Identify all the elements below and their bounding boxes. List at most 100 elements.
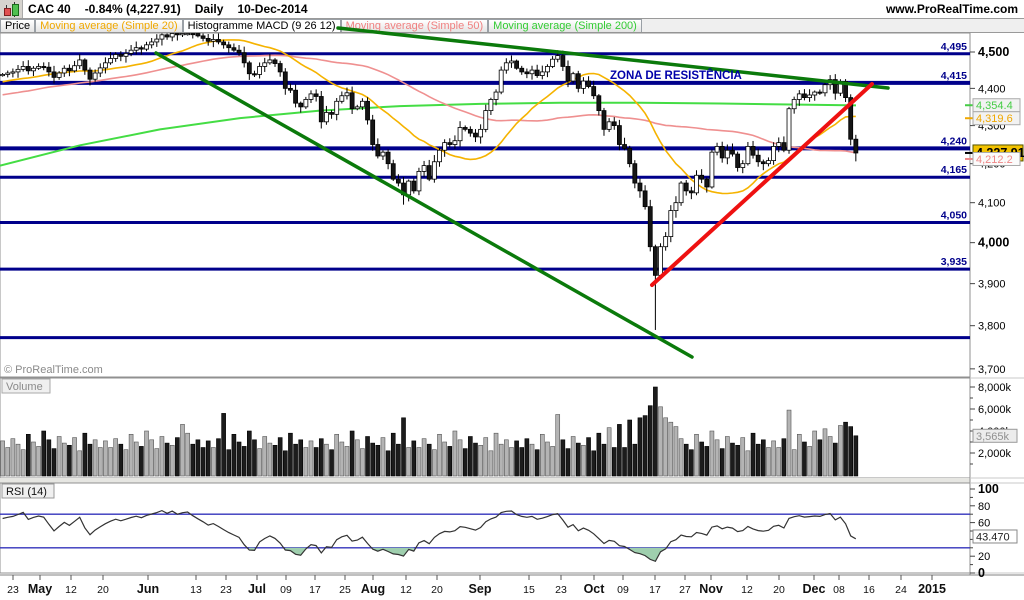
candle-down bbox=[195, 33, 201, 37]
tab-moving-average-simple-200[interactable]: Moving average (Simple 200) bbox=[488, 19, 642, 32]
candle-up bbox=[10, 71, 16, 74]
candle-up bbox=[257, 66, 263, 75]
date-label: 23 bbox=[220, 584, 232, 596]
descending-green-trendline[interactable] bbox=[154, 51, 694, 359]
volume-bar bbox=[735, 444, 740, 477]
volume-label-text: Volume bbox=[6, 381, 43, 393]
volume-bar bbox=[56, 436, 62, 477]
volume-bar bbox=[396, 443, 401, 477]
candle-down bbox=[534, 69, 540, 76]
candle-up bbox=[334, 100, 340, 115]
volume-bar bbox=[103, 440, 108, 477]
candle-down bbox=[617, 125, 622, 145]
candle-down bbox=[755, 154, 761, 163]
rsi-label: 0 bbox=[978, 566, 985, 580]
tab-histogramme-macd-9-26-12[interactable]: Histogramme MACD (9 26 12) bbox=[182, 19, 341, 32]
volume-bar bbox=[370, 442, 375, 477]
volume-bar bbox=[483, 437, 489, 477]
volume-bar bbox=[606, 427, 612, 477]
date-label: Oct bbox=[584, 582, 606, 596]
badge-box bbox=[972, 151, 1021, 166]
candle-up bbox=[545, 66, 550, 73]
volume-bar bbox=[776, 447, 782, 477]
volume-bar bbox=[349, 430, 355, 477]
date-label: 12 bbox=[741, 584, 753, 596]
volume-bar bbox=[390, 432, 396, 477]
tab-moving-average-simple-50[interactable]: Moving average (Simple 50) bbox=[340, 19, 489, 32]
candle-down bbox=[241, 52, 247, 64]
date-label: 20 bbox=[773, 584, 785, 596]
candle-up bbox=[31, 67, 36, 72]
candle-up bbox=[478, 128, 484, 138]
candlesticks bbox=[0, 33, 859, 330]
volume-bar bbox=[570, 436, 576, 477]
volume-bar bbox=[257, 448, 262, 477]
volume-bar bbox=[36, 446, 41, 477]
volume-bar bbox=[812, 430, 818, 477]
candle-up bbox=[709, 151, 715, 188]
candle-down bbox=[349, 92, 355, 110]
rsi-oversold-fill bbox=[372, 547, 414, 557]
volume-bar bbox=[560, 439, 566, 477]
candle-down bbox=[272, 59, 278, 64]
candle-up bbox=[77, 59, 83, 67]
volume-bar bbox=[149, 439, 154, 477]
candle-down bbox=[596, 95, 602, 112]
candle-up bbox=[56, 72, 62, 78]
candle-down bbox=[426, 165, 432, 180]
volume-bar bbox=[365, 436, 370, 477]
volume-bar bbox=[642, 415, 648, 477]
candle-up bbox=[509, 60, 514, 64]
volume-bar bbox=[293, 443, 298, 477]
candle-up bbox=[61, 67, 67, 74]
candle-down bbox=[473, 132, 478, 138]
rsi-badge-box bbox=[972, 529, 1018, 544]
candle-up bbox=[658, 246, 663, 276]
candle-down bbox=[298, 102, 304, 108]
candle-down bbox=[51, 71, 57, 78]
date-label: 09 bbox=[280, 584, 292, 596]
resistance-green-trendline[interactable] bbox=[336, 26, 890, 90]
ma50-line bbox=[2, 54, 856, 154]
volume-bar bbox=[725, 436, 730, 477]
volume-bar bbox=[457, 439, 463, 477]
candle-down bbox=[519, 67, 525, 73]
candle-down bbox=[118, 54, 124, 57]
candle-down bbox=[730, 149, 735, 155]
tab-price[interactable]: Price bbox=[0, 19, 36, 32]
date-label: 20 bbox=[97, 584, 109, 596]
volume-bar bbox=[46, 439, 52, 477]
badge-value: 4,212.2 bbox=[976, 154, 1013, 166]
candle-down bbox=[370, 119, 376, 145]
volume-bar bbox=[411, 440, 417, 477]
candle-down bbox=[514, 60, 519, 69]
candle-down bbox=[832, 79, 838, 94]
volume-bar bbox=[524, 438, 530, 477]
volume-bar bbox=[565, 448, 571, 477]
candle-up bbox=[359, 100, 365, 108]
candle-down bbox=[395, 178, 401, 184]
candle-up bbox=[72, 65, 77, 72]
volume-bar bbox=[133, 441, 139, 477]
candle-up bbox=[406, 180, 412, 196]
candle-down bbox=[226, 44, 232, 49]
volume-bar bbox=[421, 438, 427, 477]
volume-bar bbox=[658, 406, 663, 477]
date-label: 12 bbox=[400, 584, 412, 596]
volume-bar bbox=[529, 443, 535, 477]
date-label: 12 bbox=[65, 584, 77, 596]
tab-moving-average-simple-20[interactable]: Moving average (Simple 20) bbox=[35, 19, 183, 32]
candle-up bbox=[740, 163, 746, 168]
date-label: 17 bbox=[309, 584, 321, 596]
volume-bar bbox=[67, 444, 72, 477]
price-label: 4,500 bbox=[978, 45, 1009, 59]
volume-bar bbox=[550, 446, 555, 477]
moving-averages bbox=[0, 39, 857, 195]
ascending-red-trendline[interactable] bbox=[650, 82, 874, 287]
candle-up bbox=[303, 99, 309, 108]
candle-down bbox=[699, 174, 705, 180]
level-price-label: 4,165 bbox=[941, 164, 967, 176]
rsi-label: 20 bbox=[978, 551, 990, 563]
